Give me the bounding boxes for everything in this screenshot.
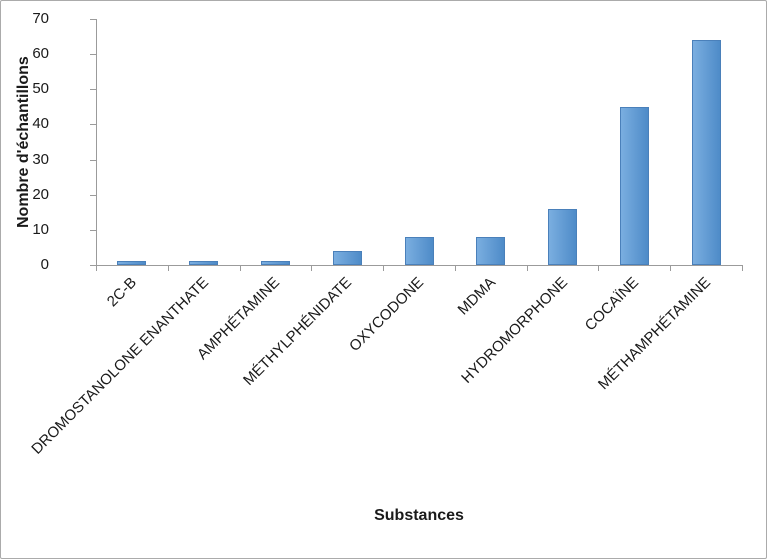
y-tick-mark <box>90 124 96 126</box>
y-tick-mark <box>90 229 96 231</box>
bar-m-thamph-tamine <box>691 40 721 265</box>
bar-2c-b <box>117 261 147 265</box>
y-tick-label: 0 <box>40 256 49 273</box>
y-tick-label: 20 <box>32 185 49 203</box>
x-tick-mark <box>239 266 241 271</box>
y-tick-mark <box>90 89 96 91</box>
x-tick-mark <box>383 266 385 271</box>
bar-dromostanolone-enanthate <box>189 261 219 265</box>
y-tick-mark <box>90 19 96 20</box>
y-tick-mark <box>90 265 96 266</box>
x-tick-mark <box>526 266 528 271</box>
bar-oxycodone <box>404 237 434 265</box>
bar-hydromorphone <box>548 209 578 265</box>
bar-m-thylph-nidate <box>332 251 362 265</box>
x-tick-mark <box>670 266 672 271</box>
x-tick-mark <box>742 266 743 271</box>
x-tick-mark <box>598 266 600 271</box>
x-axis-title: Substances <box>374 507 464 524</box>
y-tick-label: 10 <box>32 220 49 238</box>
y-tick-label: 70 <box>32 10 49 27</box>
y-tick-mark <box>90 194 96 196</box>
y-tick-mark <box>90 159 96 161</box>
x-tick-mark <box>96 266 97 271</box>
y-tick-label: 50 <box>32 80 49 98</box>
x-tick-mark <box>167 266 169 271</box>
bar-mdma <box>476 237 506 265</box>
y-tick-label: 40 <box>32 115 49 133</box>
x-tick-mark <box>311 266 313 271</box>
y-tick-label: 60 <box>32 45 49 63</box>
x-tick-mark <box>454 266 456 271</box>
bar-amph-tamine <box>260 261 290 265</box>
y-tick-mark <box>90 54 96 56</box>
bar-coca-ne <box>619 107 649 265</box>
y-tick-label: 30 <box>32 150 49 168</box>
